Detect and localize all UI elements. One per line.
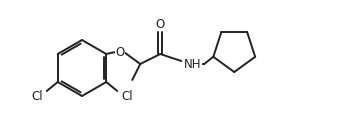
Text: O: O [156, 18, 165, 31]
Text: Cl: Cl [31, 89, 42, 102]
Text: O: O [116, 46, 125, 59]
Text: NH: NH [184, 58, 202, 71]
Text: Cl: Cl [121, 89, 133, 102]
